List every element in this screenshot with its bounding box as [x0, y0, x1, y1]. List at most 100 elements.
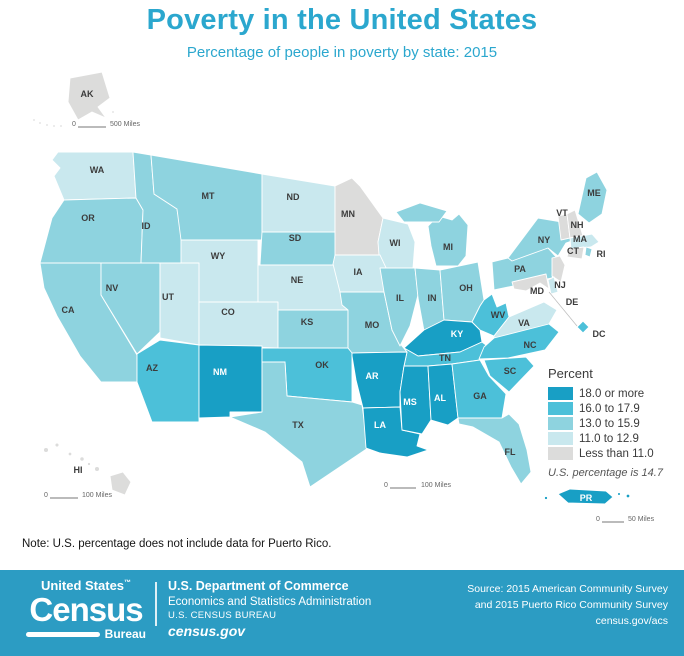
dc-leader-line: [548, 291, 578, 327]
state-CT: [566, 246, 585, 260]
state-label-AZ: AZ: [146, 363, 158, 373]
state-label-FL: FL: [505, 447, 516, 457]
state-AR: [351, 351, 408, 409]
state-label-RI: RI: [597, 249, 606, 259]
ak-scale-label: 500 Miles: [110, 121, 140, 128]
state-label-MT: MT: [202, 191, 215, 201]
state-label-NC: NC: [524, 340, 537, 350]
state-label-ND: ND: [287, 192, 300, 202]
state-label-MS: MS: [403, 397, 417, 407]
alaska-inset-map: 0 500 Miles AK: [32, 71, 140, 128]
legend-label: 18.0 or more: [579, 387, 645, 400]
census-gov-link[interactable]: census.gov: [168, 622, 246, 639]
us-choropleth-map: 0 100 Miles 0 100 Miles 0 50 Miles WA OR C…: [39, 151, 655, 523]
state-TX: [229, 361, 369, 488]
state-label-OK: OK: [315, 360, 329, 370]
state-NM: [198, 344, 263, 419]
dept-census-bureau: U.S. CENSUS BUREAU: [168, 610, 277, 621]
state-label-DE: DE: [566, 297, 579, 307]
state-label-WI: WI: [390, 238, 401, 248]
legend-item: 16.0 to 17.9: [548, 402, 678, 415]
page-title: Poverty in the United States: [146, 4, 538, 36]
state-label-CA: CA: [62, 305, 75, 315]
state-label-NJ: NJ: [554, 280, 566, 290]
state-label-VA: VA: [518, 318, 530, 328]
logo-swoosh-line: [26, 631, 100, 637]
main-scale-label: 100 Miles: [421, 482, 451, 489]
legend-swatch-13-to-15-9: [548, 417, 573, 430]
state-label-PR: PR: [580, 493, 593, 503]
state-label-SC: SC: [504, 366, 517, 376]
state-CO: [198, 301, 279, 349]
state-label-KY: KY: [451, 329, 464, 339]
state-label-MA: MA: [573, 234, 587, 244]
legend-label: 13.0 to 15.9: [579, 417, 640, 430]
source-acs-link[interactable]: census.gov/acs: [595, 614, 668, 627]
state-label-NE: NE: [291, 275, 304, 285]
state-AL: [427, 363, 459, 426]
state-label-IN: IN: [428, 293, 437, 303]
state-label-OR: OR: [81, 213, 95, 223]
legend-swatch-18-or-more: [548, 387, 573, 400]
state-MA: [569, 233, 600, 250]
state-FL: [457, 413, 532, 485]
state-label-WA: WA: [90, 165, 105, 175]
state-label-MN: MN: [341, 209, 355, 219]
dept-esa: Economics and Statistics Administration: [168, 595, 372, 608]
state-label-VT: VT: [556, 208, 568, 218]
state-label-AL: AL: [434, 393, 446, 403]
state-label-AK: AK: [81, 89, 94, 99]
state-label-MI: MI: [443, 242, 453, 252]
legend-item: 18.0 or more: [548, 387, 678, 400]
state-label-LA: LA: [374, 420, 386, 430]
state-label-CO: CO: [221, 307, 235, 317]
state-ND: [261, 173, 336, 233]
state-label-IA: IA: [354, 267, 364, 277]
source-line2: and 2015 Puerto Rico Community Survey: [474, 598, 668, 611]
legend: Percent 18.0 or more 16.0 to 17.9 13.0 t…: [548, 366, 678, 479]
state-label-UT: UT: [162, 292, 174, 302]
legend-label: Less than 11.0: [579, 447, 654, 460]
state-DE: [547, 276, 559, 295]
state-label-NY: NY: [538, 235, 551, 245]
state-label-DC: DC: [593, 329, 606, 339]
state-label-AR: AR: [366, 371, 379, 381]
department-block: U.S. Department of Commerce Economics an…: [168, 579, 371, 640]
legend-swatch-11-to-12-9: [548, 432, 573, 445]
pr-scale-start: 0: [596, 516, 600, 523]
logo-united-states: United States™: [40, 578, 132, 593]
logo-census: Census: [29, 591, 143, 628]
state-MI-upper-peninsula: [395, 202, 448, 223]
us-percentage-note: U.S. percentage is 14.7: [548, 467, 663, 479]
footnote: Note: U.S. percentage does not include d…: [22, 538, 332, 550]
state-label-SD: SD: [289, 233, 302, 243]
state-SC: [483, 356, 535, 393]
source-block: Source: 2015 American Community Survey a…: [467, 582, 668, 629]
state-label-MD: MD: [530, 286, 544, 296]
legend-swatch-16-to-17-9: [548, 402, 573, 415]
state-label-WY: WY: [211, 251, 226, 261]
state-label-ID: ID: [142, 221, 152, 231]
state-KS: [277, 309, 349, 349]
page-subtitle: Percentage of people in poverty by state…: [186, 44, 498, 61]
legend-item: 11.0 to 12.9: [548, 432, 678, 445]
state-MD: [511, 273, 550, 292]
state-label-OH: OH: [459, 283, 473, 293]
dept-commerce: U.S. Department of Commerce: [168, 579, 349, 593]
state-NC: [478, 323, 560, 360]
state-RI: [584, 246, 593, 258]
main-scale-start: 0: [384, 482, 388, 489]
legend-item: Less than 11.0: [548, 447, 678, 460]
source-line1: Source: 2015 American Community Survey: [467, 583, 668, 595]
state-WV: [471, 293, 510, 337]
state-ME: [577, 171, 608, 224]
hi-scale-label: 100 Miles: [82, 492, 112, 499]
state-label-NM: NM: [213, 367, 227, 377]
logo-bureau: Bureau: [104, 627, 146, 641]
footer-divider: [155, 582, 157, 626]
state-PR: [543, 488, 631, 505]
state-label-TX: TX: [292, 420, 304, 430]
state-OR: [39, 197, 144, 264]
logo-bureau-row: Bureau: [26, 627, 146, 641]
